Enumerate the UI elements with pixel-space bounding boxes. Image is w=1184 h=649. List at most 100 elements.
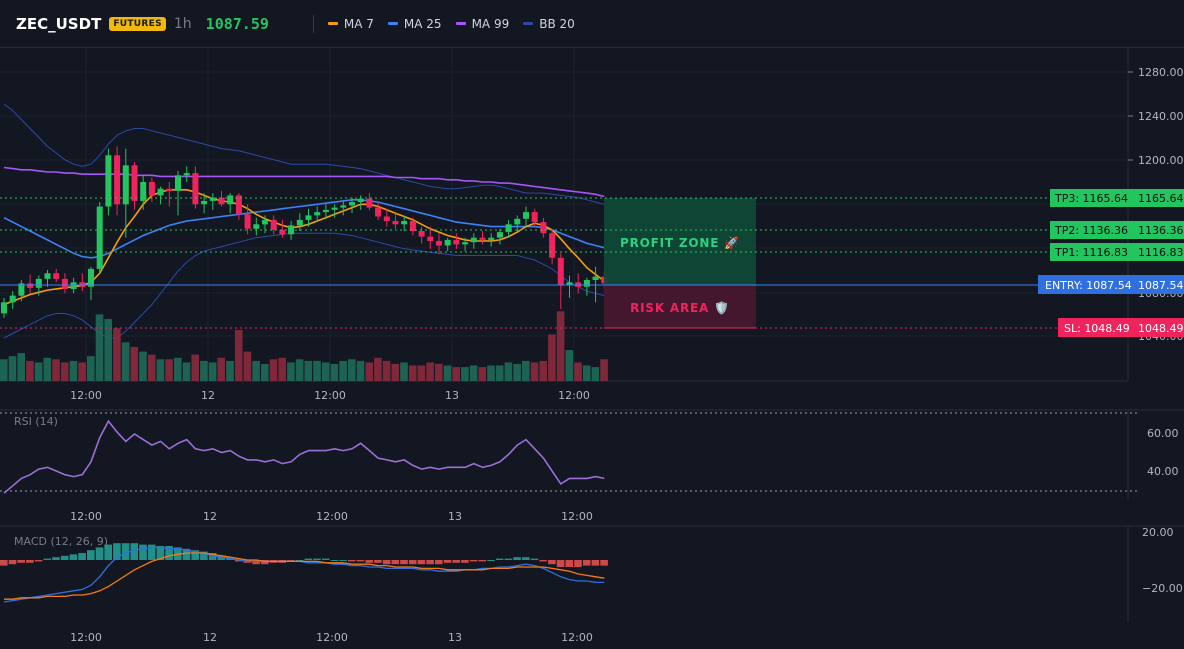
macd-histogram-bar: [339, 560, 347, 561]
macd-histogram-bar: [295, 560, 304, 561]
volume-bar: [365, 362, 373, 381]
candle-body: [27, 283, 34, 288]
macd-histogram-bar: [60, 555, 69, 560]
candle-body: [409, 221, 416, 231]
tp3-value: 1165.64: [1138, 192, 1184, 205]
macd-histogram-bar: [565, 560, 574, 567]
candle-body: [131, 165, 138, 201]
volume-bar: [156, 359, 165, 381]
sl-label: SL: 1048.49: [1064, 322, 1130, 335]
candle-body: [505, 224, 512, 233]
tp3-tag[interactable]: TP3: 1165.64 1165.64: [1050, 189, 1184, 207]
candle-body: [53, 273, 60, 279]
candle-body: [61, 278, 68, 289]
volume-bar: [304, 360, 313, 382]
volume-bar: [191, 354, 199, 381]
macd-histogram-bar: [26, 560, 34, 563]
macd-tick-label: −20.00: [1142, 582, 1183, 595]
macd-histogram-bar: [487, 560, 495, 561]
candle-body: [322, 209, 329, 213]
volume-bar: [234, 329, 243, 381]
volume-bar: [43, 357, 52, 382]
candle-body: [140, 182, 147, 201]
candle-body: [583, 280, 590, 287]
volume-bar: [95, 314, 104, 382]
candle-body: [392, 221, 399, 225]
chart-header: ZEC_USDT FUTURES 1h 1087.59 MA 7 MA 25 M…: [0, 0, 1184, 48]
candle-body: [175, 175, 181, 191]
candle-body: [496, 232, 503, 238]
time-label: 12:00: [70, 389, 102, 402]
candle-body: [383, 216, 390, 221]
volume-bar: [426, 362, 434, 381]
candle-body: [470, 237, 477, 243]
candle-body: [183, 173, 190, 176]
macd-histogram-bar: [348, 560, 356, 562]
volume-bar: [522, 360, 530, 382]
legend-ma25[interactable]: MA 25: [387, 17, 442, 31]
macd-histogram-bar: [252, 560, 260, 565]
macd-time-axis: 12:00 12 12:00 13 12:00: [70, 631, 593, 644]
candle-body: [227, 195, 234, 205]
macd-histogram-bar: [469, 560, 478, 562]
bb-lower-line: [3, 232, 605, 339]
candle-body: [462, 242, 469, 245]
tp2-tag[interactable]: TP2: 1136.36 1136.36: [1050, 221, 1184, 239]
macd-signal-line: [4, 552, 605, 600]
time-label: 13: [448, 631, 462, 644]
macd-histogram-bar: [113, 543, 121, 560]
volume-bar: [200, 360, 208, 382]
macd-histogram-bar: [504, 558, 513, 560]
volume-bar: [139, 351, 147, 381]
candle-body: [218, 197, 225, 205]
macd-histogram-bar: [452, 560, 460, 563]
volume-bar: [504, 362, 513, 381]
macd-histogram-bar: [513, 557, 521, 560]
macd-histogram-bar: [130, 543, 139, 560]
time-label: 13: [445, 389, 459, 402]
tp3-label: TP3: 1165.64: [1054, 192, 1128, 205]
volume-bar: [435, 363, 443, 381]
entry-tag[interactable]: ENTRY: 1087.54 1087.54: [1038, 275, 1184, 294]
macd-histogram-bar: [52, 557, 60, 560]
candle-body: [479, 237, 486, 240]
macd-histogram-bar: [34, 560, 43, 562]
legend-ma99[interactable]: MA 99: [455, 17, 509, 31]
legend-bb20[interactable]: BB 20: [523, 17, 575, 31]
profit-zone: [604, 198, 756, 285]
chart-canvas[interactable]: PROFIT ZONE 🚀 RISK AREA 🛡️ 1280.00 1240.…: [0, 48, 1184, 649]
candle-body: [166, 188, 173, 191]
volume-bar: [0, 359, 8, 381]
price-tick-label: 1280.00: [1138, 66, 1184, 79]
profit-zone-label: PROFIT ZONE 🚀: [620, 236, 740, 250]
tp1-tag[interactable]: TP1: 1116.83 1116.83: [1050, 243, 1184, 261]
header-divider: [312, 14, 314, 33]
volume-bar: [217, 357, 226, 382]
macd-histogram-bar: [0, 560, 8, 566]
macd-histogram-bar: [313, 558, 321, 560]
candlesticks[interactable]: [1, 146, 608, 318]
legend-ma7[interactable]: MA 7: [327, 17, 374, 31]
macd-histogram-bar: [287, 560, 295, 562]
volume-bar: [348, 359, 356, 381]
symbol-name[interactable]: ZEC_USDT: [16, 14, 102, 33]
volume-bar: [104, 319, 112, 381]
tp1-label: TP1: 1116.83: [1054, 246, 1128, 259]
bollinger-bands: [3, 103, 605, 339]
volume-bar: [582, 365, 591, 381]
volume-bar: [443, 365, 452, 381]
time-label: 12:00: [316, 631, 348, 644]
macd-histogram-bar: [600, 560, 608, 566]
macd-histogram-bar: [330, 560, 339, 561]
macd-histogram-bar: [226, 558, 234, 560]
interval-selector[interactable]: 1h: [173, 15, 192, 32]
candle-body: [340, 205, 347, 208]
volume-bar: [539, 360, 547, 382]
candle-body: [148, 182, 155, 196]
candle-body: [270, 219, 277, 230]
sl-tag[interactable]: SL: 1048.49 1048.49: [1058, 318, 1184, 337]
macd-histogram-bar: [234, 560, 243, 562]
macd-tick-label: 20.00: [1142, 526, 1174, 539]
macd-histogram-bar: [95, 547, 104, 560]
volume-bar: [330, 363, 339, 381]
